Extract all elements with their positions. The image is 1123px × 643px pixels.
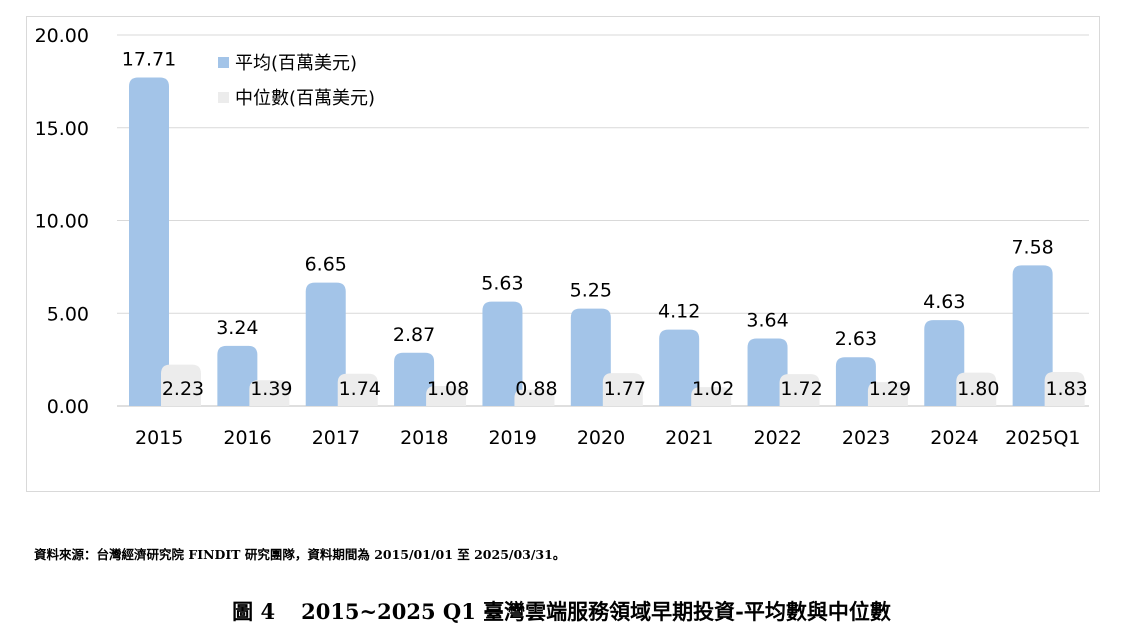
data-label-median: 1.80: [957, 378, 999, 400]
data-label-median: 1.39: [250, 378, 292, 400]
bar-mean: [482, 301, 523, 406]
bar-mean: [305, 282, 346, 406]
data-label-mean: 7.58: [1011, 236, 1053, 258]
bar-mean: [1012, 265, 1053, 406]
x-tick-label: 2019: [488, 427, 536, 449]
data-label-mean: 3.24: [216, 317, 258, 339]
caption-title: 2015~2025 Q1 臺灣雲端服務領域早期投資-平均數與中位數: [301, 599, 891, 624]
bar-mean: [747, 338, 788, 406]
data-label-median: 1.08: [427, 378, 469, 400]
source-note: 資料來源：台灣經濟研究院 FINDIT 研究團隊，資料期間為 2015/01/0…: [34, 547, 566, 562]
x-tick-label: 2018: [400, 427, 448, 449]
data-label-mean: 2.63: [835, 328, 877, 350]
x-tick-label: 2017: [312, 427, 360, 449]
bar-median: [249, 380, 290, 406]
chart-frame: 0.00 5.00 10.00 15.00 20.00 17.71 2.23 2015 3.24…: [26, 16, 1100, 492]
data-label-median: 1.02: [692, 378, 734, 400]
data-label-mean: 5.63: [481, 273, 523, 295]
legend-swatch-median: [218, 92, 229, 103]
y-tick-label: 20.00: [35, 25, 89, 47]
bar-median: [691, 387, 732, 406]
x-tick-label: 2020: [577, 427, 625, 449]
data-label-mean: 17.71: [122, 48, 176, 70]
bar-mean: [835, 357, 876, 406]
data-label-median: 1.77: [604, 378, 646, 400]
legend-swatch-mean: [218, 57, 229, 68]
data-label-median: 1.29: [869, 378, 911, 400]
x-tick-label: 2016: [223, 427, 271, 449]
bar-chart: 0.00 5.00 10.00 15.00 20.00 17.71 2.23 2015 3.24…: [35, 25, 1089, 449]
data-label-mean: 3.64: [746, 309, 788, 331]
x-tick-label: 2024: [930, 427, 978, 449]
x-tick-label: 2025Q1: [1005, 427, 1080, 449]
x-tick-label: 2021: [665, 427, 713, 449]
bar-mean: [659, 329, 700, 406]
bar-median: [779, 374, 820, 406]
bar-median: [602, 373, 643, 406]
data-label-median: 1.74: [339, 378, 381, 400]
bar-median: [514, 389, 555, 406]
legend-label-median: 中位數(百萬美元): [235, 88, 375, 109]
data-label-mean: 4.63: [923, 291, 965, 313]
y-tick-label: 0.00: [47, 396, 89, 418]
bar-mean: [924, 320, 965, 406]
data-label-mean: 5.25: [570, 280, 612, 302]
legend-label-mean: 平均(百萬美元): [235, 53, 357, 74]
bar-median: [426, 385, 467, 406]
bar-mean: [129, 77, 169, 407]
data-label-mean: 2.87: [393, 324, 435, 346]
bar-median: [161, 364, 201, 406]
bar-median: [956, 372, 997, 406]
bar-median: [867, 382, 908, 406]
bar-median: [337, 373, 378, 406]
x-tick-label: 2023: [842, 427, 890, 449]
x-tick-label: 2022: [754, 427, 802, 449]
bar-mean: [217, 345, 258, 406]
y-tick-label: 10.00: [35, 211, 89, 233]
data-label-mean: 4.12: [658, 301, 700, 323]
x-tick-label: 2015: [135, 427, 183, 449]
y-tick-label: 15.00: [35, 118, 89, 140]
caption-number: 圖 4: [232, 599, 276, 624]
figure-caption: 圖 4 2015~2025 Q1 臺灣雲端服務領域早期投資-平均數與中位數: [0, 596, 1123, 626]
data-label-median: 0.88: [515, 378, 557, 400]
bar-median: [1044, 372, 1085, 406]
data-label-median: 2.23: [162, 378, 204, 400]
y-tick-label: 5.00: [47, 303, 89, 325]
bar-mean: [570, 308, 611, 406]
bar-mean: [394, 352, 435, 406]
data-label-median: 1.83: [1045, 378, 1087, 400]
data-label-median: 1.72: [780, 378, 822, 400]
data-label-mean: 6.65: [305, 254, 347, 276]
